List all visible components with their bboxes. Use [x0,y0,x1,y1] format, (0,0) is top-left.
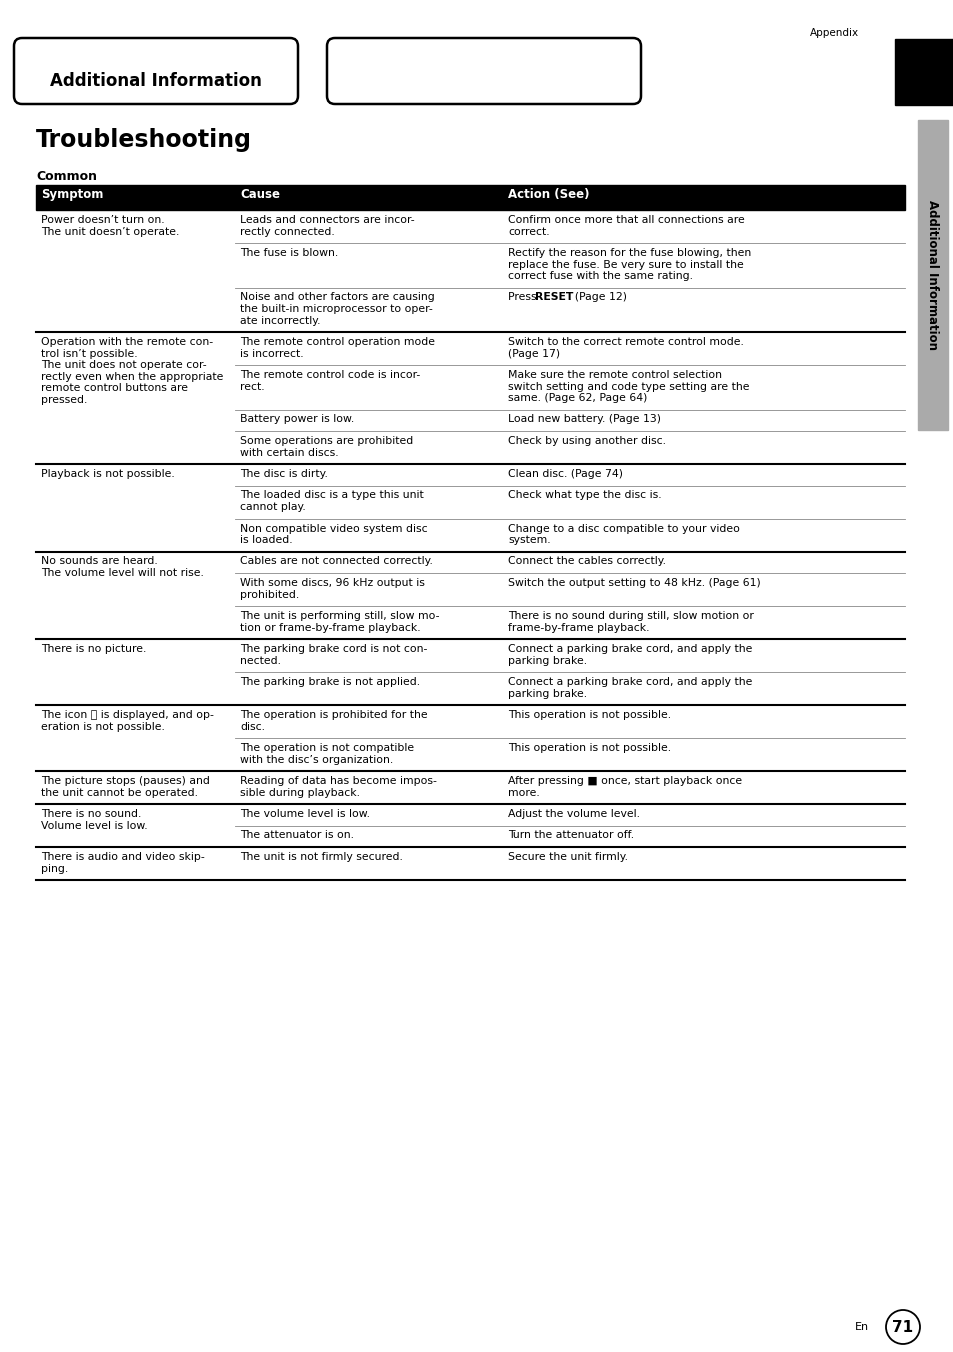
Text: The unit is not firmly secured.: The unit is not firmly secured. [240,852,402,863]
Text: Additional Information: Additional Information [925,200,939,350]
Text: The remote control code is incor-
rect.: The remote control code is incor- rect. [240,370,420,392]
Text: There is no sound during still, slow motion or
frame-by-frame playback.: There is no sound during still, slow mot… [507,611,753,633]
FancyBboxPatch shape [14,38,297,104]
Text: Confirm once more that all connections are
correct.: Confirm once more that all connections a… [507,215,744,237]
Text: This operation is not possible.: This operation is not possible. [507,710,670,721]
Text: The parking brake cord is not con-
nected.: The parking brake cord is not con- necte… [240,644,427,665]
Text: Action (See): Action (See) [507,188,589,201]
Text: The attenuator is on.: The attenuator is on. [240,830,354,841]
Bar [917,120,947,430]
Text: Adjust the volume level.: Adjust the volume level. [507,808,639,819]
Text: Some operations are prohibited
with certain discs.: Some operations are prohibited with cert… [240,435,413,457]
Text: The fuse is blown.: The fuse is blown. [240,247,338,258]
Text: Press: Press [507,292,539,303]
Bar [36,185,904,210]
Text: Connect a parking brake cord, and apply the
parking brake.: Connect a parking brake cord, and apply … [507,644,752,665]
Text: The unit is performing still, slow mo-
tion or frame-by-frame playback.: The unit is performing still, slow mo- t… [240,611,439,633]
Text: Check what type the disc is.: Check what type the disc is. [507,491,661,500]
Text: Appendix: Appendix [809,28,859,38]
Text: 71: 71 [891,1320,913,1334]
Text: Battery power is low.: Battery power is low. [240,415,354,425]
Text: Secure the unit firmly.: Secure the unit firmly. [507,852,627,863]
Text: There is no sound.
Volume level is low.: There is no sound. Volume level is low. [41,808,148,830]
Text: En: En [854,1322,868,1332]
Text: RESET: RESET [535,292,573,303]
Text: . (Page 12): . (Page 12) [567,292,626,303]
Text: Power doesn’t turn on.
The unit doesn’t operate.: Power doesn’t turn on. The unit doesn’t … [41,215,179,237]
Text: No sounds are heard.
The volume level will not rise.: No sounds are heard. The volume level wi… [41,557,204,579]
Text: Operation with the remote con-
trol isn’t possible.
The unit does not operate co: Operation with the remote con- trol isn’… [41,337,223,406]
Text: The disc is dirty.: The disc is dirty. [240,469,328,479]
Text: Common: Common [36,170,97,183]
Text: The remote control operation mode
is incorrect.: The remote control operation mode is inc… [240,337,435,358]
Text: The picture stops (pauses) and
the unit cannot be operated.: The picture stops (pauses) and the unit … [41,776,210,798]
Circle shape [885,1310,919,1344]
Text: Playback is not possible.: Playback is not possible. [41,469,174,479]
FancyBboxPatch shape [327,38,640,104]
Text: Noise and other factors are causing
the built-in microprocessor to oper-
ate inc: Noise and other factors are causing the … [240,292,435,326]
Text: Check by using another disc.: Check by using another disc. [507,435,665,446]
Text: This operation is not possible.: This operation is not possible. [507,744,670,753]
Text: Non compatible video system disc
is loaded.: Non compatible video system disc is load… [240,523,427,545]
Text: Leads and connectors are incor-
rectly connected.: Leads and connectors are incor- rectly c… [240,215,415,237]
Text: Reading of data has become impos-
sible during playback.: Reading of data has become impos- sible … [240,776,436,798]
Text: The parking brake is not applied.: The parking brake is not applied. [240,677,419,687]
Text: With some discs, 96 kHz output is
prohibited.: With some discs, 96 kHz output is prohib… [240,579,424,599]
Text: The icon ␀ is displayed, and op-
eration is not possible.: The icon ␀ is displayed, and op- eration… [41,710,213,731]
Text: Switch the output setting to 48 kHz. (Page 61): Switch the output setting to 48 kHz. (Pa… [507,579,760,588]
Text: After pressing ■ once, start playback once
more.: After pressing ■ once, start playback on… [507,776,741,798]
Text: Clean disc. (Page 74): Clean disc. (Page 74) [507,469,622,479]
Text: Load new battery. (Page 13): Load new battery. (Page 13) [507,415,660,425]
Text: The volume level is low.: The volume level is low. [240,808,370,819]
Text: The loaded disc is a type this unit
cannot play.: The loaded disc is a type this unit cann… [240,491,423,512]
Text: There is audio and video skip-
ping.: There is audio and video skip- ping. [41,852,205,873]
Text: Connect the cables correctly.: Connect the cables correctly. [507,557,665,566]
Text: Troubleshooting: Troubleshooting [36,128,252,151]
Text: Turn the attenuator off.: Turn the attenuator off. [507,830,634,841]
Text: Make sure the remote control selection
switch setting and code type setting are : Make sure the remote control selection s… [507,370,749,403]
Text: Rectify the reason for the fuse blowing, then
replace the fuse. Be very sure to : Rectify the reason for the fuse blowing,… [507,247,750,281]
Text: There is no picture.: There is no picture. [41,644,146,654]
Text: Additional Information: Additional Information [50,72,262,91]
Text: The operation is not compatible
with the disc’s organization.: The operation is not compatible with the… [240,744,414,765]
Text: Symptom: Symptom [41,188,103,201]
Text: Switch to the correct remote control mode.
(Page 17): Switch to the correct remote control mod… [507,337,743,358]
Text: Change to a disc compatible to your video
system.: Change to a disc compatible to your vide… [507,523,740,545]
Text: The operation is prohibited for the
disc.: The operation is prohibited for the disc… [240,710,427,731]
Bar [894,39,953,105]
Text: Cause: Cause [240,188,280,201]
Text: Connect a parking brake cord, and apply the
parking brake.: Connect a parking brake cord, and apply … [507,677,752,699]
Text: Cables are not connected correctly.: Cables are not connected correctly. [240,557,433,566]
